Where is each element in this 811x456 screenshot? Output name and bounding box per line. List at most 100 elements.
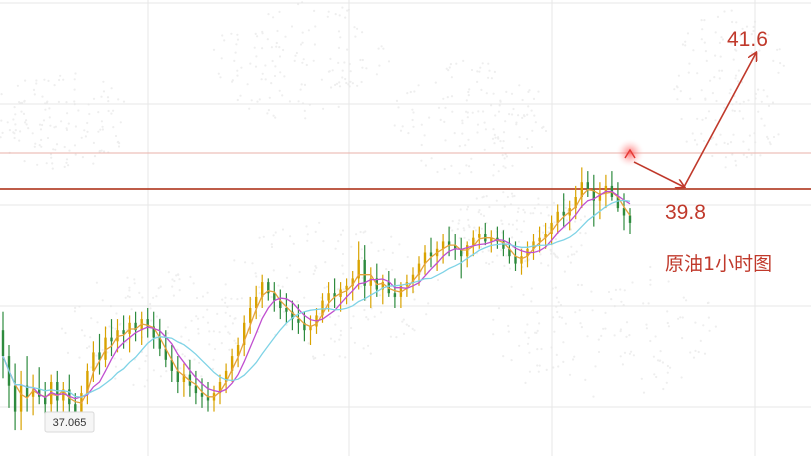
candle-body (423, 252, 427, 264)
candle-body (158, 337, 161, 349)
candle-body (490, 237, 493, 242)
candle-body (333, 293, 336, 297)
candle-body (25, 385, 29, 397)
candle-body (19, 385, 23, 412)
candle-body (224, 370, 228, 382)
candle-body (520, 256, 523, 264)
candle-body (369, 278, 372, 286)
candle-body (447, 241, 451, 246)
current-price-highlight (615, 138, 645, 168)
candle-body (604, 185, 608, 194)
candle-body (429, 252, 433, 257)
candle-body (38, 389, 41, 397)
candle-body (104, 337, 107, 360)
candle-body (249, 308, 252, 323)
candle-body (44, 396, 47, 405)
candle-body (206, 396, 210, 401)
low-price-value: 37.065 (53, 417, 87, 429)
candle-body (598, 193, 602, 201)
candle-body (472, 237, 475, 246)
candle-body (62, 389, 65, 401)
candle-body (98, 352, 101, 360)
ma-mid-line (2, 190, 631, 400)
candle-body (628, 215, 632, 223)
candle-body (200, 393, 204, 397)
candle-body (321, 300, 324, 316)
candle-body (393, 293, 397, 297)
candle-body (236, 345, 240, 357)
candle-body (363, 259, 366, 286)
target-price-label: 41.6 (727, 28, 768, 51)
candle-body (243, 322, 246, 345)
candle-body (592, 189, 595, 201)
current-price-marker-icon (624, 148, 636, 159)
candle-body (357, 259, 360, 279)
candle-body (267, 282, 270, 294)
candle-body (303, 322, 306, 331)
candlestick-series (1, 167, 632, 431)
candle-body (86, 370, 89, 394)
candle-body (279, 300, 282, 308)
ma-long-line (2, 199, 631, 398)
candle-body (351, 278, 354, 286)
support-price-label: 39.8 (665, 201, 706, 224)
candle-body (74, 404, 77, 412)
candle-body (514, 256, 517, 264)
candle-body (146, 319, 149, 327)
candle-body (550, 222, 553, 234)
candle-body (580, 182, 583, 197)
candle-body (381, 282, 384, 290)
candle-body (466, 245, 469, 257)
candle-body (345, 285, 348, 290)
candle-body (110, 337, 113, 342)
candle-body (556, 211, 559, 223)
candle-body (13, 385, 17, 412)
candle-body (255, 296, 258, 308)
forecast-path-down (633, 161, 684, 187)
candle-body (285, 308, 288, 312)
candle-body (586, 182, 589, 190)
candle-body (508, 248, 511, 257)
candle-body (327, 293, 330, 301)
candle-body (170, 359, 173, 371)
candle-body (622, 208, 626, 216)
candle-body (297, 319, 300, 323)
low-price-tag: 37.065 (44, 411, 95, 433)
candle-body (478, 234, 481, 238)
candle-body (574, 197, 577, 209)
candle-body (417, 263, 421, 275)
candle-body (31, 389, 35, 397)
candle-body (273, 293, 276, 301)
ma-short-line (2, 188, 631, 404)
candle-body (1, 330, 5, 357)
candle-body (261, 282, 264, 297)
candle-body (441, 241, 445, 249)
candle-body (218, 382, 222, 394)
moving-average-lines (2, 188, 631, 404)
candle-body (309, 326, 312, 331)
candle-body (92, 352, 95, 371)
candle-body (152, 326, 155, 338)
candle-body (128, 322, 131, 334)
chart-caption: 原油1小时图 (665, 253, 772, 275)
candle-body (122, 330, 125, 334)
candle-body (291, 311, 294, 320)
candle-body (194, 385, 198, 394)
candle-body (230, 356, 234, 371)
candle-body (460, 248, 463, 257)
candle-body (616, 197, 620, 209)
candle-body (502, 241, 505, 249)
candle-body (176, 370, 179, 382)
candle-body (454, 245, 457, 249)
background-map-watermark (0, 1, 785, 398)
candle-body (562, 211, 565, 216)
candle-body (411, 274, 415, 283)
forecast-path-up (683, 53, 756, 188)
candle-body (532, 241, 535, 249)
candle-body (164, 348, 167, 360)
candle-body (182, 374, 186, 382)
candle-body (538, 237, 541, 242)
candle-body (544, 234, 547, 238)
